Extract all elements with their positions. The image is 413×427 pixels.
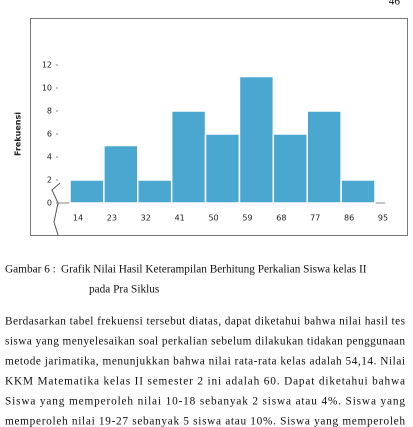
caption-line: Grafik Nilai Hasil Keterampilan Berhitun… bbox=[61, 264, 367, 276]
bar bbox=[103, 144, 139, 204]
x-tick-label: 23 bbox=[107, 214, 117, 223]
x-tick-label: 68 bbox=[276, 214, 286, 223]
paragraph-line: metode jarimatika, menunjukkan bahwa nil… bbox=[5, 356, 405, 368]
bar bbox=[306, 110, 342, 204]
x-tick-label: 41 bbox=[175, 214, 185, 223]
page-number: 46 bbox=[389, 0, 401, 8]
paragraph-line: Siswa yang memperoleh nilai 10-18 sebany… bbox=[5, 396, 405, 408]
y-tick-label: 12 bbox=[42, 61, 52, 70]
x-tick-label: 32 bbox=[141, 214, 151, 223]
bar bbox=[137, 179, 173, 204]
x-tick-label: 86 bbox=[344, 214, 354, 223]
bar bbox=[170, 110, 207, 204]
x-tick-label: 50 bbox=[208, 214, 218, 223]
y-tick-label: 10 bbox=[42, 84, 52, 93]
bar bbox=[238, 75, 275, 204]
y-tick-label: 8 bbox=[47, 107, 52, 116]
bar bbox=[340, 179, 376, 204]
paragraph-line: siswa yang menyelesaikan soal perkalian … bbox=[5, 336, 405, 348]
paragraph-line: KKM Matematika kelas II semester 2 ini a… bbox=[5, 376, 405, 388]
bar bbox=[272, 133, 308, 204]
y-tick-label: 0 bbox=[47, 199, 52, 208]
paragraph-line: memperoleh nilai 19-27 sebanyak 5 siswa … bbox=[5, 416, 405, 427]
y-axis-label: Frekuensi bbox=[14, 112, 23, 156]
axis-break bbox=[53, 202, 59, 236]
bar bbox=[204, 133, 241, 204]
x-tick-label: 95 bbox=[378, 214, 388, 223]
x-tick-label: 59 bbox=[242, 214, 252, 223]
caption-line: pada Pra Siklus bbox=[89, 284, 159, 296]
y-tick-label: 4 bbox=[47, 153, 52, 162]
y-tick-label: 6 bbox=[47, 130, 52, 139]
y-tick-label: 2 bbox=[47, 176, 52, 185]
paragraph-line: Berdasarkan tabel frekuensi tersebut dia… bbox=[5, 316, 405, 328]
caption-label: Gambar 6 : bbox=[5, 264, 56, 276]
x-tick-label: 77 bbox=[310, 214, 320, 223]
bar bbox=[69, 179, 105, 204]
x-tick-label: 14 bbox=[73, 214, 83, 223]
